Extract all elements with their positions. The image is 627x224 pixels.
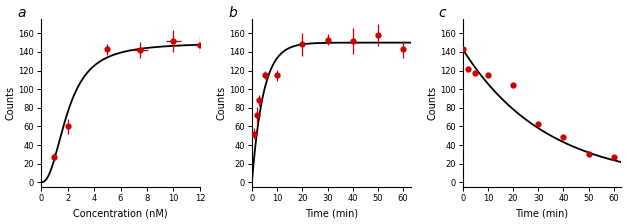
Text: a: a	[18, 6, 26, 20]
X-axis label: Concentration (nM): Concentration (nM)	[73, 209, 168, 218]
X-axis label: Time (min): Time (min)	[305, 209, 358, 218]
Y-axis label: Counts: Counts	[6, 86, 16, 120]
Y-axis label: Counts: Counts	[216, 86, 226, 120]
Text: c: c	[439, 6, 446, 20]
Text: b: b	[228, 6, 237, 20]
X-axis label: Time (min): Time (min)	[515, 209, 569, 218]
Y-axis label: Counts: Counts	[427, 86, 437, 120]
